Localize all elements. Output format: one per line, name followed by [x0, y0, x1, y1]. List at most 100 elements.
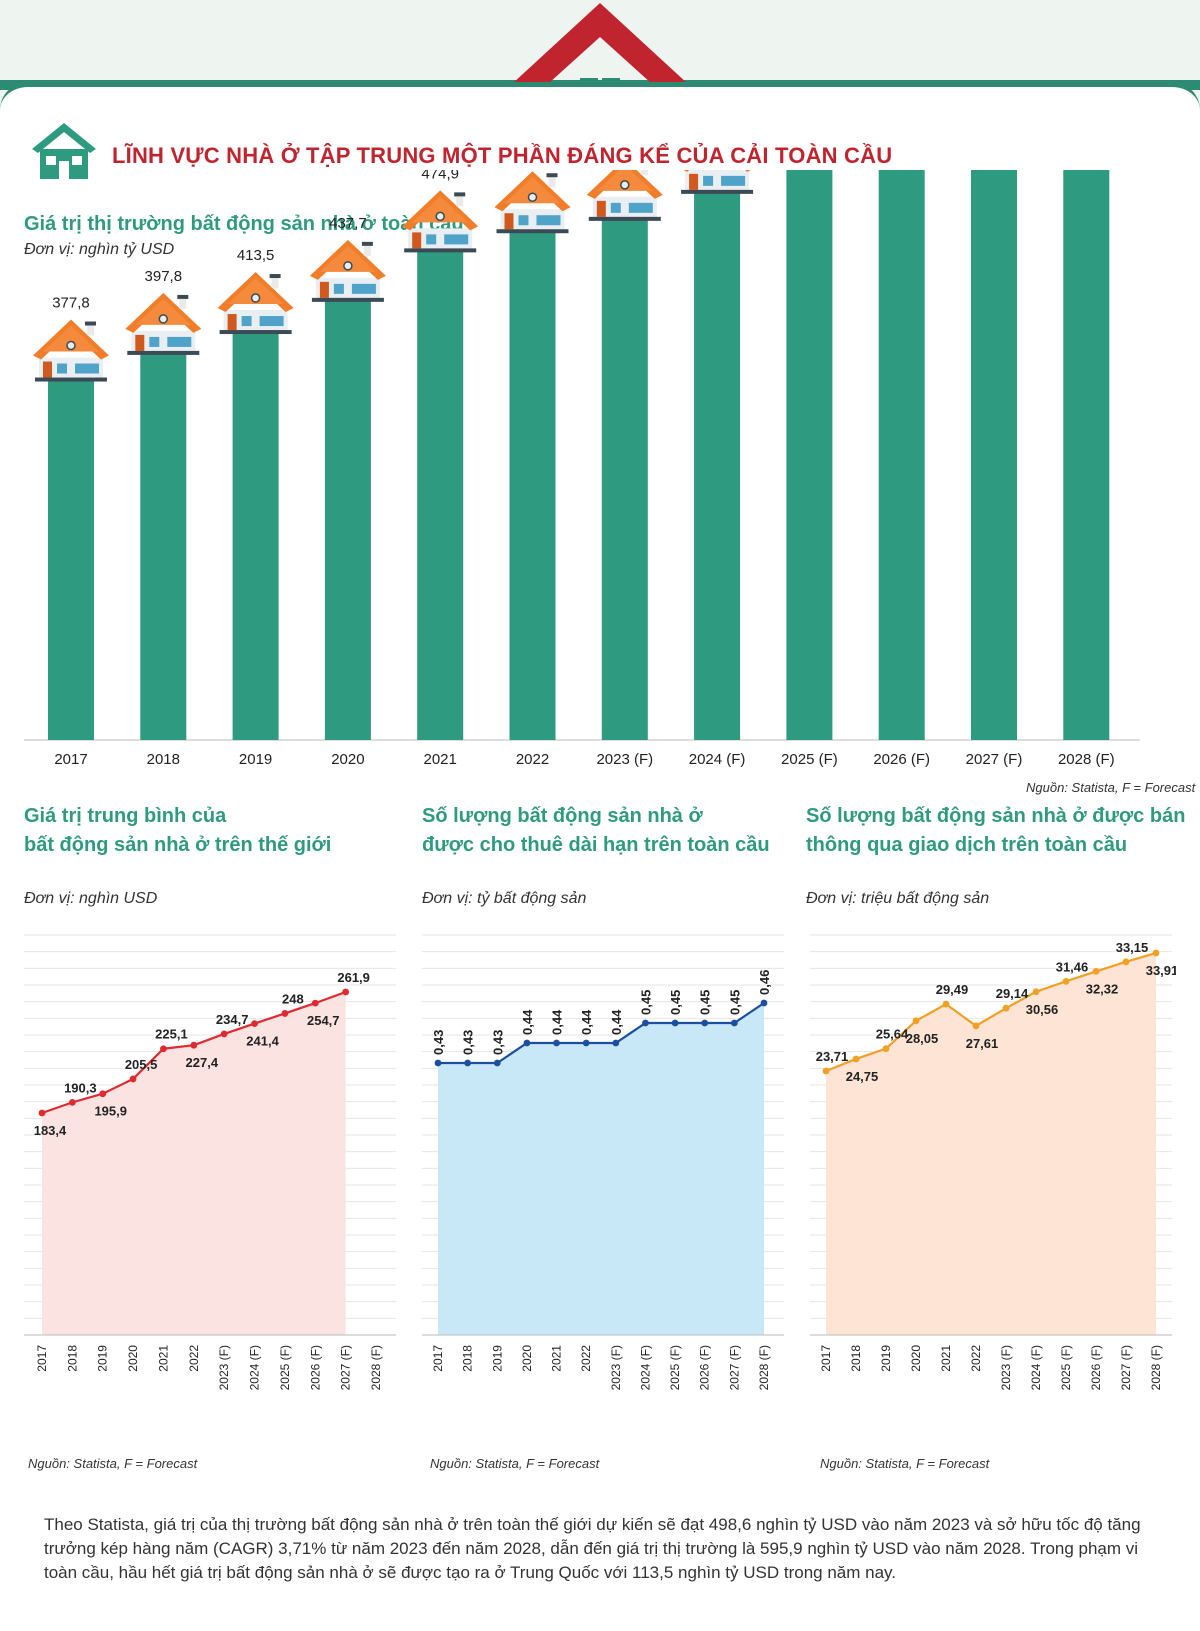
data-point	[464, 1059, 472, 1067]
x-tick-label: 2019	[490, 1345, 504, 1372]
data-label: 234,7	[216, 1012, 249, 1027]
data-label: 241,4	[246, 1034, 279, 1049]
data-point	[129, 1075, 137, 1083]
data-label: 0,45	[668, 990, 683, 1015]
data-label: 33,91	[1146, 963, 1176, 978]
data-point	[1092, 967, 1100, 975]
data-label: 225,1	[155, 1027, 188, 1042]
chart1-subtitle-line1: Giá trị trung bình của	[24, 805, 227, 827]
chart3-unit: Đơn vị: triệu bất động sản	[806, 890, 990, 907]
bar-value-label: 437,7	[329, 215, 367, 232]
house-icon	[309, 239, 386, 302]
x-tick-label: 2019	[879, 1345, 893, 1372]
chart3-subtitle-line1: Số lượng bất động sản nhà ở được bán	[806, 805, 1186, 827]
x-tick-label: 2021	[156, 1345, 170, 1372]
data-point	[942, 1000, 950, 1008]
chart2-subtitle-line1: Số lượng bất động sản nhà ở	[422, 805, 703, 827]
x-tick-label: 2028 (F)	[1149, 1345, 1163, 1390]
x-tick-label: 2021	[424, 751, 457, 768]
main-bar-chart: 377,8 2017 397,8 2018 413,5 2019 437,7 2020 474,…	[24, 170, 1140, 768]
bar	[878, 170, 925, 740]
data-point	[701, 1019, 709, 1027]
x-tick-label: 2023 (F)	[217, 1345, 231, 1390]
data-point	[822, 1067, 830, 1075]
data-point	[1032, 988, 1040, 996]
bar	[509, 215, 556, 740]
bar	[694, 175, 741, 740]
data-point	[671, 1019, 679, 1027]
data-point	[434, 1059, 442, 1067]
x-tick-label: 2027 (F)	[966, 751, 1023, 768]
x-tick-label: 2020	[126, 1345, 140, 1372]
x-tick-label: 2025 (F)	[668, 1345, 682, 1390]
data-label: 254,7	[307, 1013, 340, 1028]
x-tick-label: 2018	[849, 1345, 863, 1372]
data-point	[38, 1109, 46, 1117]
data-label: 33,15	[1116, 940, 1149, 955]
chart1-source: Nguồn: Statista, F = Forecast	[28, 1456, 198, 1471]
house-icon	[217, 272, 294, 335]
data-point	[190, 1041, 198, 1049]
area-fill	[42, 992, 346, 1335]
series-line	[438, 1002, 765, 1065]
data-label: 0,45	[698, 990, 713, 1015]
x-tick-label: 2025 (F)	[278, 1345, 292, 1390]
x-tick-label: 2024 (F)	[689, 751, 746, 768]
bar	[971, 170, 1017, 740]
bar	[601, 202, 648, 740]
x-tick-label: 2025 (F)	[781, 751, 838, 768]
x-tick-label: 2023 (F)	[999, 1345, 1013, 1390]
data-point	[311, 999, 319, 1007]
data-label: 0,45	[638, 990, 653, 1015]
x-tick-label: 2019	[239, 751, 272, 768]
x-tick-label: 2021	[550, 1345, 564, 1372]
data-label: 28,05	[906, 1031, 939, 1046]
data-label: 0,45	[727, 990, 742, 1015]
bar	[324, 283, 371, 740]
data-label: 23,71	[816, 1049, 849, 1064]
bar	[417, 234, 464, 740]
chart3-subtitle: Số lượng bất động sản nhà ở được bán thô…	[806, 802, 1185, 860]
data-point	[281, 1010, 289, 1017]
x-tick-label: 2023 (F)	[609, 1345, 623, 1390]
data-point	[68, 1098, 76, 1106]
x-tick-label: 2027 (F)	[727, 1345, 741, 1390]
x-tick-label: 2024 (F)	[638, 1345, 652, 1390]
data-label: 0,44	[579, 1009, 594, 1035]
page-title: LĨNH VỰC NHÀ Ở TẬP TRUNG MỘT PHẦN ĐÁNG K…	[112, 143, 893, 168]
data-point	[1152, 949, 1160, 957]
data-point	[1122, 958, 1130, 966]
x-tick-label: 2017	[35, 1345, 49, 1372]
data-point	[1062, 977, 1070, 985]
chart1-subtitle-line2: bất động sản nhà ở trên thế giới	[24, 834, 332, 856]
data-point	[760, 999, 768, 1007]
data-point	[493, 1059, 501, 1067]
main-chart-unit: Đơn vị: nghìn tỷ USD	[24, 241, 175, 258]
data-label: 261,9	[337, 970, 370, 985]
data-point	[642, 1019, 649, 1027]
house-icon	[33, 319, 109, 382]
data-point	[251, 1020, 258, 1027]
data-label: 0,46	[757, 970, 772, 995]
x-tick-label: 2028 (F)	[369, 1345, 383, 1390]
chart2-unit: Đơn vị: tỷ bất động sản	[422, 890, 587, 907]
data-point	[852, 1055, 860, 1063]
x-tick-label: 2018	[65, 1345, 79, 1372]
x-tick-label: 2026 (F)	[873, 751, 930, 768]
x-tick-label: 2027 (F)	[1119, 1345, 1133, 1390]
bar	[48, 363, 94, 740]
x-tick-label: 2026 (F)	[308, 1345, 322, 1390]
chart2-subtitle-line2: được cho thuê dài hạn trên toàn cầu	[422, 834, 770, 856]
bar	[232, 316, 279, 740]
x-tick-label: 2017	[819, 1345, 833, 1372]
x-tick-label: 2022	[579, 1345, 593, 1372]
x-tick-label: 2023 (F)	[596, 751, 653, 768]
x-tick-label: 2028 (F)	[757, 1345, 771, 1390]
house-icon	[494, 171, 571, 234]
bar-value-label: 397,8	[145, 268, 183, 285]
chart3-source: Nguồn: Statista, F = Forecast	[820, 1456, 990, 1471]
data-label: 27,61	[966, 1036, 999, 1051]
line-chart-long-term-rentals: 0,43 0,43 0,43 0,44 0,44 0,44 0,44 0,45 0,45 0,45…	[422, 934, 784, 1390]
series-line	[825, 951, 1157, 1073]
data-point	[99, 1090, 107, 1098]
